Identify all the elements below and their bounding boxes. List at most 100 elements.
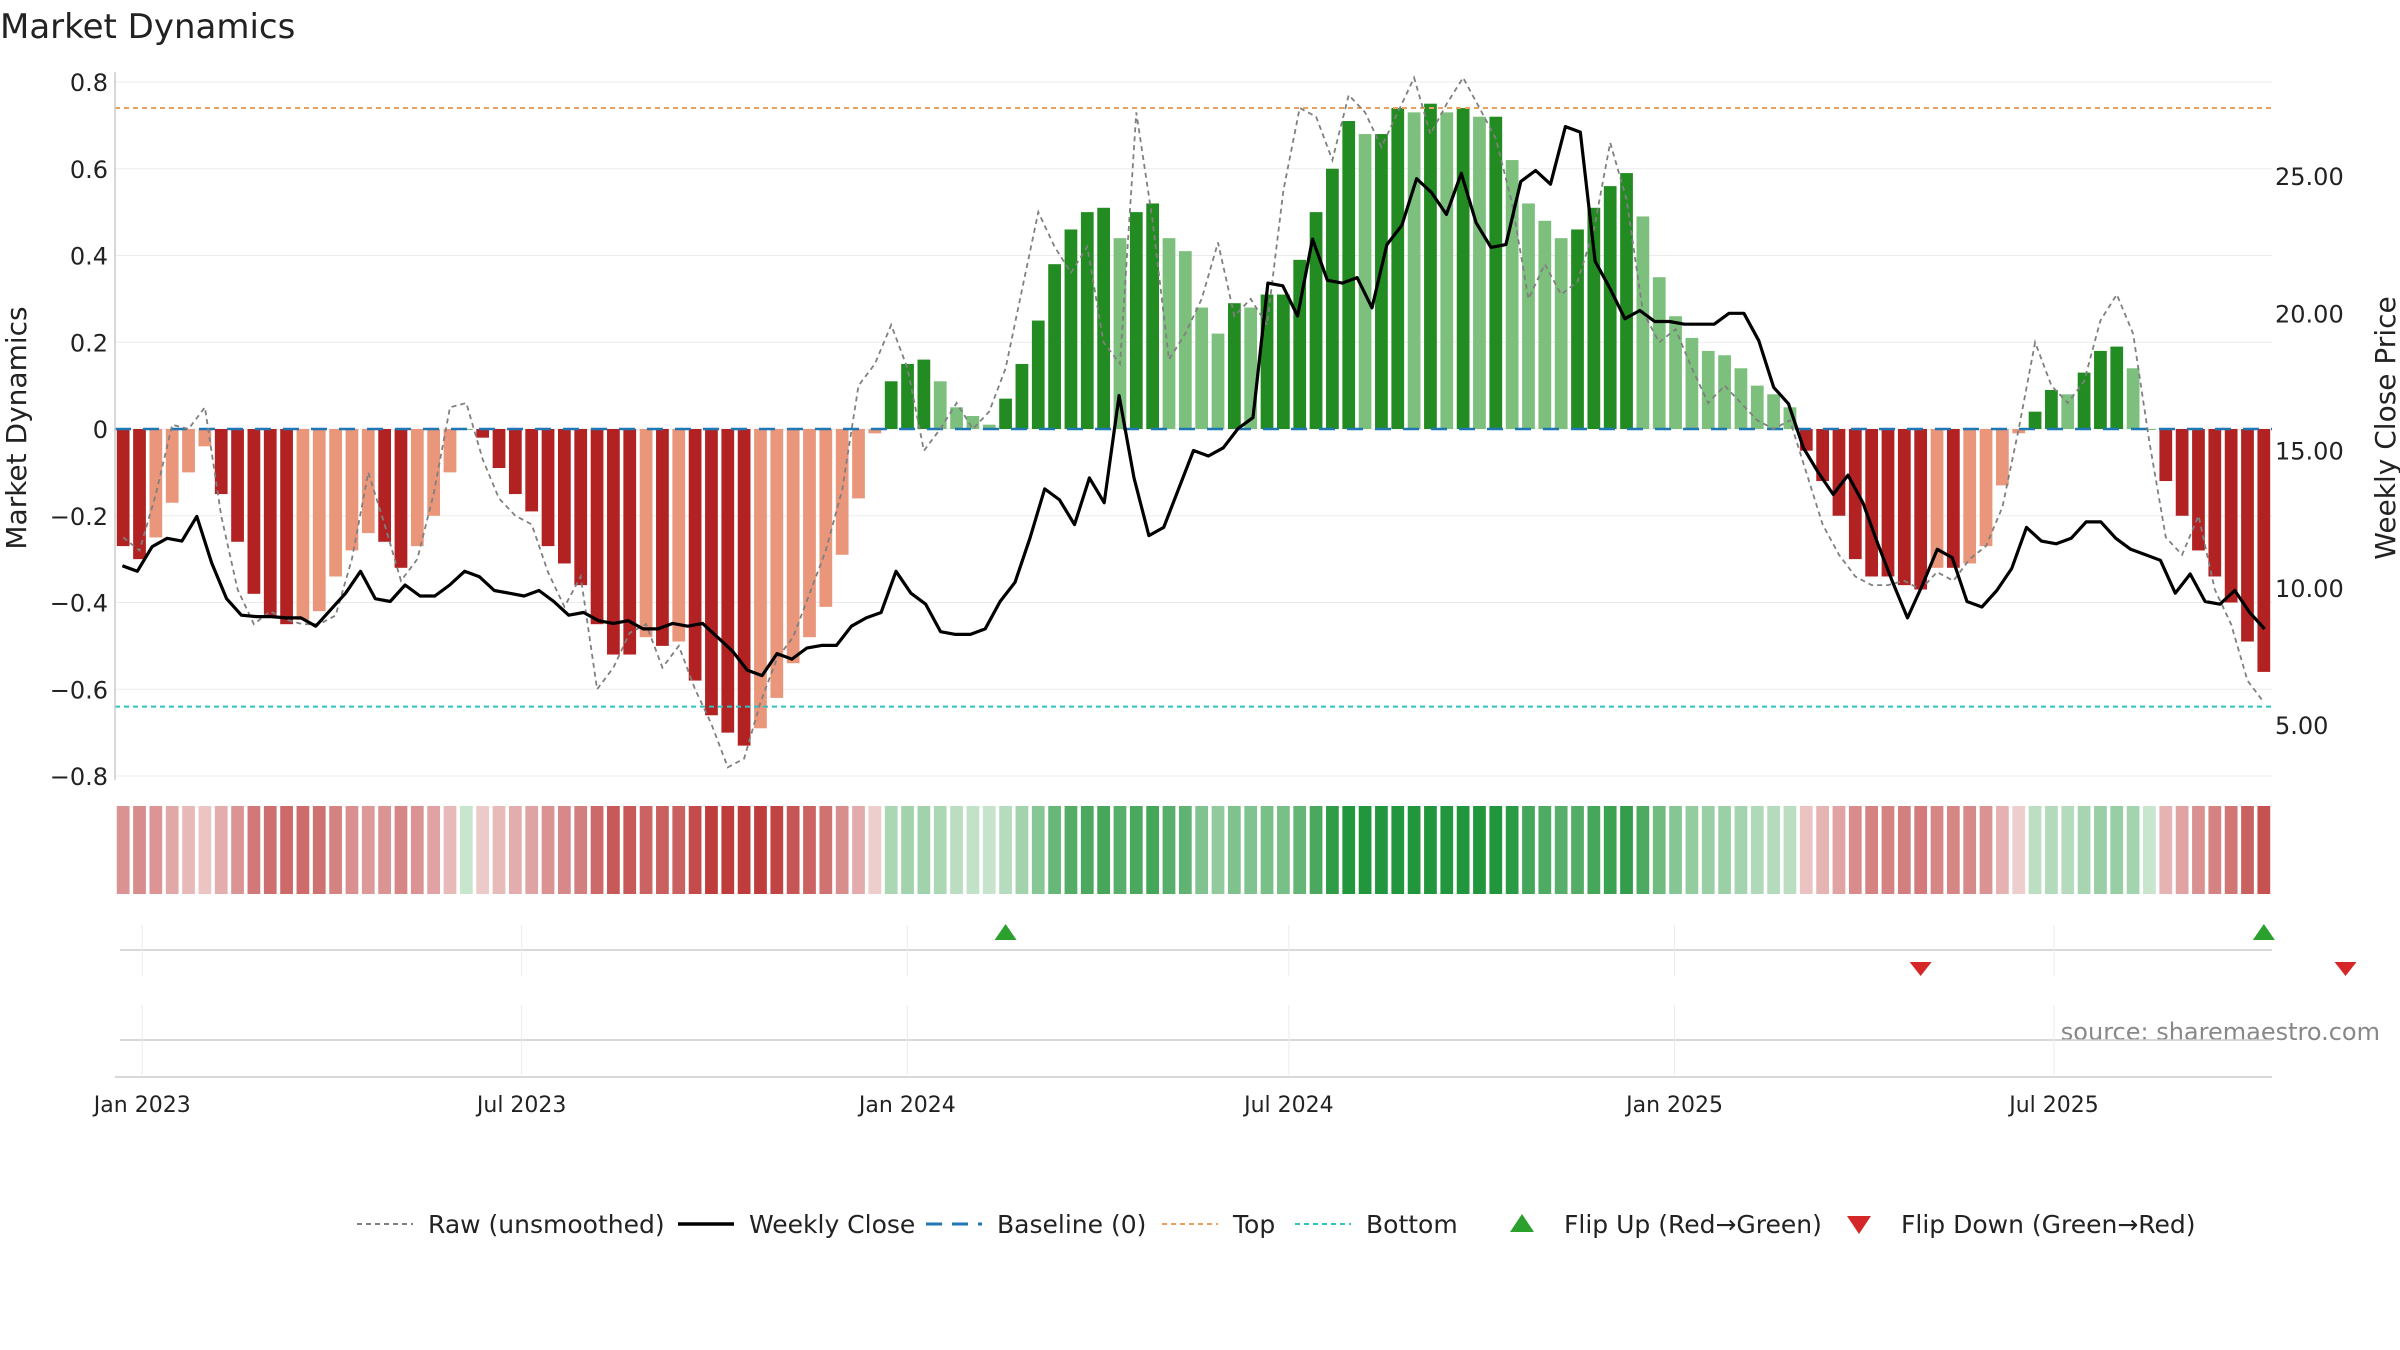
bar — [1146, 203, 1160, 429]
bar — [1391, 108, 1405, 430]
strip-cell — [1211, 806, 1225, 894]
left-tick-label: −0.6 — [50, 676, 108, 704]
strip-cell — [378, 806, 391, 894]
strip-cell — [231, 806, 244, 894]
strip-cell — [2143, 806, 2156, 894]
strip-cell — [1652, 806, 1666, 894]
legend-item: Bottom — [1295, 1210, 1458, 1239]
strip-cell — [1195, 806, 1209, 894]
bar — [2110, 346, 2124, 429]
strip-cell — [1685, 806, 1699, 894]
legend-item: Flip Up (Red→Green) — [1510, 1210, 1822, 1239]
legend: Raw (unsmoothed) Weekly Close Baseline (0)… — [357, 1210, 2196, 1239]
legend-label: Baseline (0) — [997, 1210, 1146, 1239]
bar — [1326, 168, 1339, 429]
strip-cell — [1375, 806, 1388, 894]
strip-cell — [1277, 806, 1290, 894]
strip-cell — [623, 806, 637, 894]
strip-cell — [329, 806, 342, 894]
right-tick-label: 5.00 — [2275, 712, 2328, 740]
bar — [1375, 134, 1388, 430]
bar — [1848, 429, 1862, 560]
bar — [1930, 429, 1944, 568]
bar — [1113, 238, 1127, 429]
bar — [1456, 108, 1470, 430]
bar — [1211, 333, 1225, 429]
bar — [1015, 363, 1029, 429]
strip-cell — [1129, 806, 1143, 894]
strip-cell — [1424, 806, 1437, 894]
left-tick-label: 0.6 — [70, 156, 108, 184]
bottom-panel: Jan 2023 Jul 2023 Jan 2024 Jul 2024 Jan 2025… — [92, 1005, 2272, 1118]
flip-markers-panel — [120, 924, 2357, 976]
strip-cell — [982, 806, 996, 894]
bar — [1979, 429, 1993, 547]
bar — [835, 429, 849, 555]
x-tick-label: Jul 2025 — [2007, 1093, 2099, 1118]
bar — [312, 429, 326, 612]
strip-cell — [1456, 806, 1470, 894]
bar — [2208, 429, 2222, 577]
strip-cell — [737, 806, 751, 894]
bar — [247, 429, 261, 594]
legend-label: Top — [1232, 1210, 1275, 1239]
strip-cell — [541, 806, 555, 894]
bar — [525, 429, 539, 512]
bar — [705, 429, 718, 716]
bar — [492, 429, 506, 469]
strip-cell — [312, 806, 326, 894]
strip-cell — [1031, 806, 1045, 894]
strip-cell — [1489, 806, 1503, 894]
bar — [688, 429, 702, 681]
bar — [1701, 350, 1715, 429]
bar — [280, 429, 293, 625]
strip-cell — [835, 806, 849, 894]
strip-cell — [1799, 806, 1813, 894]
bar — [721, 429, 735, 733]
bar — [1489, 116, 1503, 429]
trend-strip — [116, 806, 2271, 894]
strip-cell — [1080, 806, 1094, 894]
right-axis-label: Weekly Close Price — [2369, 296, 2400, 559]
bar — [1750, 385, 1764, 429]
strip-cell — [1946, 806, 1960, 894]
raw-line — [122, 75, 2265, 769]
bar — [345, 429, 359, 551]
bar — [623, 429, 637, 655]
strip-cell — [1522, 806, 1535, 894]
bar — [1554, 238, 1568, 429]
bar — [1424, 103, 1437, 429]
bar — [901, 363, 914, 429]
strip-cell — [1097, 806, 1110, 894]
bar — [1522, 203, 1535, 429]
bar — [1571, 229, 1584, 429]
left-tick-label: 0.2 — [70, 329, 108, 357]
strip-cell — [688, 806, 702, 894]
bar — [803, 429, 816, 638]
strip-cell — [1260, 806, 1274, 894]
bar — [1293, 259, 1307, 429]
strip-cell — [1015, 806, 1029, 894]
strip-cell — [1783, 806, 1797, 894]
strip-cell — [770, 806, 784, 894]
strip-cell — [1162, 806, 1176, 894]
strip-cell — [1358, 806, 1372, 894]
bar — [1440, 112, 1454, 430]
left-tick-label: 0.4 — [70, 243, 108, 271]
strip-cell — [1767, 806, 1780, 894]
strip-cell — [296, 806, 310, 894]
bar — [2126, 368, 2140, 429]
legend-label: Bottom — [1366, 1210, 1458, 1239]
bar — [2077, 372, 2091, 429]
bar — [558, 429, 571, 564]
bar — [737, 429, 751, 746]
bar — [1767, 394, 1780, 429]
bar — [296, 429, 310, 620]
strip-cell — [1620, 806, 1633, 894]
strip-cell — [1832, 806, 1846, 894]
strip-cell — [786, 806, 800, 894]
strip-cell — [1244, 806, 1258, 894]
x-tick-label: Jan 2024 — [857, 1093, 956, 1118]
bar — [2175, 429, 2189, 516]
